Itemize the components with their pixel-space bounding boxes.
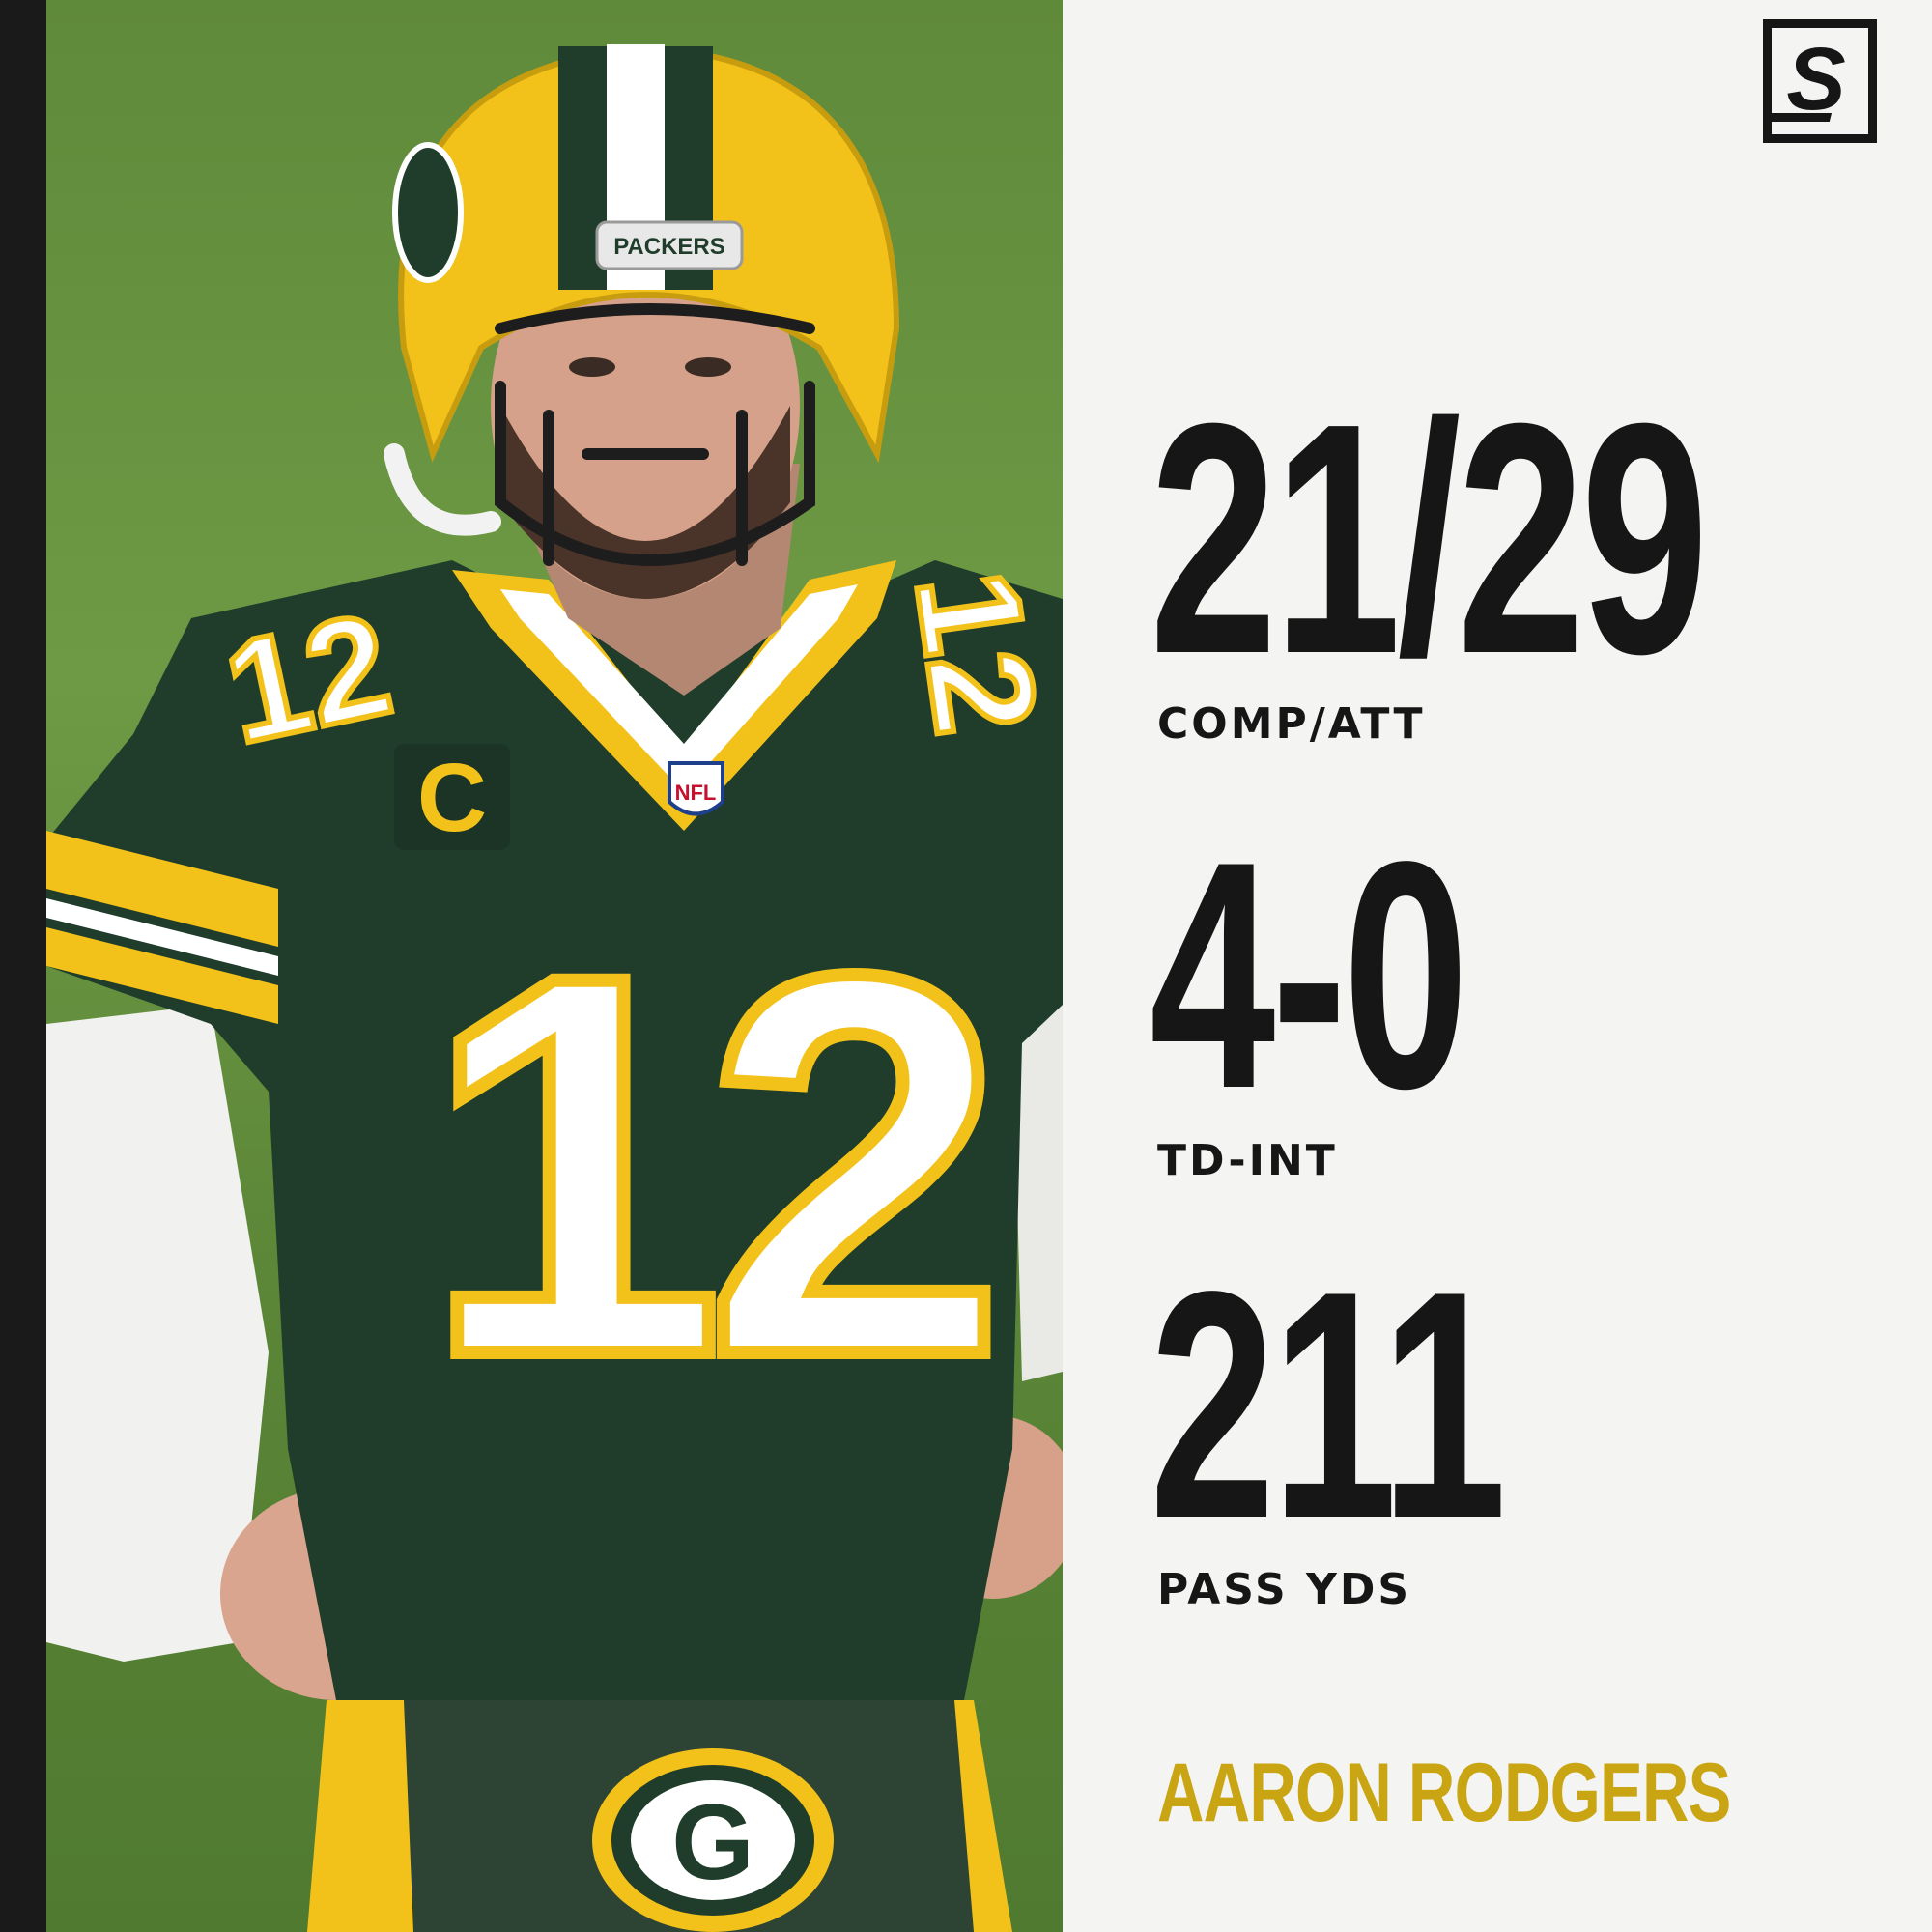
left-arm-sleeve xyxy=(46,1005,269,1662)
captain-patch-letter: C xyxy=(417,744,487,852)
nfl-shield-text: NFL xyxy=(675,781,717,805)
helmet-bumper xyxy=(595,220,744,270)
left-sleeve-stripe-yellow xyxy=(46,831,278,947)
player-photo: NFL C 12 12 12 G PACKERS xyxy=(46,0,1063,1932)
right-arm-sleeve xyxy=(1012,1005,1063,1381)
jersey xyxy=(46,560,1063,1700)
right-eye xyxy=(685,357,731,377)
stat-comp-att-value: 21/29 xyxy=(1150,355,1709,723)
chin-strap xyxy=(384,443,501,536)
left-edge-bar xyxy=(0,0,46,1932)
player-name: AARON RODGERS xyxy=(1157,1747,1731,1839)
nfl-shield-icon xyxy=(668,761,724,816)
shoulder-number-right: 12 xyxy=(885,561,1063,744)
left-sleeve-stripe-white xyxy=(46,898,278,976)
helmet-facemask xyxy=(495,303,815,566)
left-sleeve-stripe-yellow-2 xyxy=(46,927,278,1024)
player-illustration: NFL C 12 12 12 G PACKERS xyxy=(46,44,1063,1932)
stat-td-int-label: TD-INT xyxy=(1157,1136,1338,1185)
helmet-bumper-text: PACKERS xyxy=(613,234,725,260)
jersey-front-number: 12 xyxy=(423,863,992,1467)
logo-underline xyxy=(1772,113,1833,122)
shoulder-number-left: 12 xyxy=(213,582,404,774)
stat-comp-att-label: COMP/ATT xyxy=(1157,699,1426,749)
stat-pass-yds-value: 211 xyxy=(1150,1224,1507,1585)
left-eye xyxy=(569,357,615,377)
thescore-logo-icon: S xyxy=(1772,30,1846,128)
logo-letter: S xyxy=(1786,30,1845,128)
brand-logo: S xyxy=(1763,19,1877,143)
jersey-collar-inner xyxy=(500,584,858,792)
helmet-side-logo xyxy=(392,142,464,283)
stat-td-int-value: 4-0 xyxy=(1150,794,1469,1155)
belt-logo-inner xyxy=(631,1780,795,1900)
stat-pass-yds-label: PASS YDS xyxy=(1157,1565,1412,1614)
g-logo-icon: G xyxy=(671,1783,754,1902)
helmet-stripe-left xyxy=(558,46,607,290)
captain-patch xyxy=(394,744,510,850)
